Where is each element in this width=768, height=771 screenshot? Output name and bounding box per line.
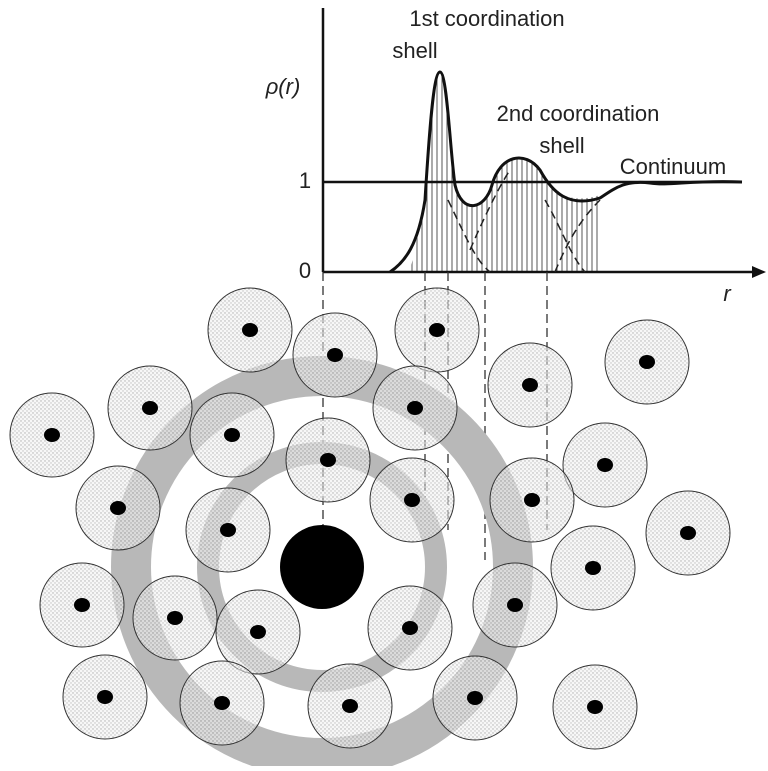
particle-core bbox=[524, 493, 540, 507]
particle-core bbox=[597, 458, 613, 472]
particle-core bbox=[110, 501, 126, 515]
particle-core bbox=[97, 690, 113, 704]
annotation: 2nd coordination bbox=[497, 101, 660, 126]
particle-core bbox=[74, 598, 90, 612]
central-particle bbox=[280, 525, 364, 609]
particle-core bbox=[242, 323, 258, 337]
particle-core bbox=[639, 355, 655, 369]
particle-core bbox=[507, 598, 523, 612]
tick-label: 0 bbox=[299, 258, 311, 283]
annotation: shell bbox=[539, 133, 584, 158]
annotation: Continuum bbox=[620, 154, 726, 179]
particle-core bbox=[680, 526, 696, 540]
tick-label: 1 bbox=[299, 168, 311, 193]
particle-core bbox=[320, 453, 336, 467]
particle-core bbox=[250, 625, 266, 639]
particle-core bbox=[167, 611, 183, 625]
x-label: r bbox=[723, 281, 732, 306]
particle-core bbox=[214, 696, 230, 710]
particle-core bbox=[467, 691, 483, 705]
particle-core bbox=[44, 428, 60, 442]
particle-core bbox=[522, 378, 538, 392]
y-label: ρ(r) bbox=[265, 74, 301, 99]
particle-core bbox=[587, 700, 603, 714]
particle-core bbox=[142, 401, 158, 415]
particle-core bbox=[407, 401, 423, 415]
diagram: ρ(r) r 0 1 1st coordination shell 2nd co… bbox=[0, 0, 768, 766]
annotation: 1st coordination bbox=[409, 6, 564, 31]
particle-core bbox=[342, 699, 358, 713]
annotation: shell bbox=[392, 38, 437, 63]
page: {"figure": { "y_label": "ρ(r)", "x_label… bbox=[0, 0, 768, 766]
particle-core bbox=[224, 428, 240, 442]
particle-core bbox=[402, 621, 418, 635]
particle-core bbox=[585, 561, 601, 575]
axis-arrow bbox=[752, 266, 766, 278]
particle-core bbox=[327, 348, 343, 362]
particle-core bbox=[404, 493, 420, 507]
particle-core bbox=[429, 323, 445, 337]
particles bbox=[10, 288, 730, 749]
particle-core bbox=[220, 523, 236, 537]
